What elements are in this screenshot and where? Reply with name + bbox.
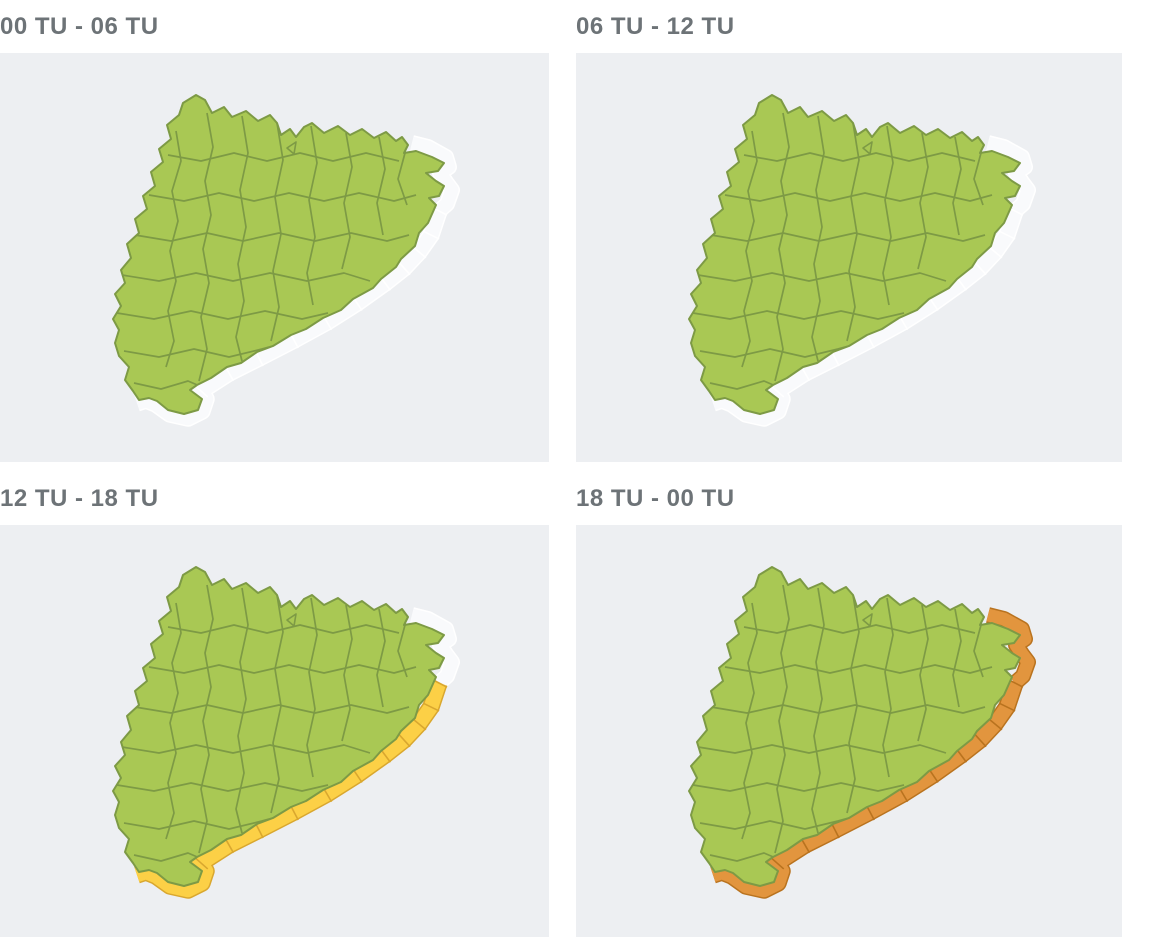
map-tile [576, 53, 1122, 462]
land-region [112, 94, 445, 415]
panel-00-06: 00 TU - 06 TU [0, 0, 549, 462]
panel-18-00: 18 TU - 00 TU [576, 462, 1122, 937]
land-region [112, 566, 445, 887]
catalonia-warning-map [112, 94, 460, 427]
comarca-borders [692, 584, 993, 862]
llivia-enclave [862, 613, 873, 627]
panel-12-18: 12 TU - 18 TU [0, 462, 549, 937]
comarca-borders [692, 112, 993, 390]
time-range-title: 12 TU - 18 TU [0, 485, 159, 512]
catalonia-warning-map [688, 566, 1036, 899]
map-tile [576, 525, 1122, 937]
llivia-enclave [862, 141, 873, 155]
map-tile [0, 525, 549, 937]
comarca-borders [116, 584, 417, 862]
time-range-title: 06 TU - 12 TU [576, 13, 735, 40]
llivia-enclave [286, 613, 297, 627]
land-region [688, 566, 1021, 887]
llivia-enclave [286, 141, 297, 155]
catalonia-warning-map [688, 94, 1036, 427]
comarca-borders [116, 112, 417, 390]
panel-06-12: 06 TU - 12 TU [576, 0, 1122, 462]
land-region [688, 94, 1021, 415]
time-range-title: 00 TU - 06 TU [0, 13, 159, 40]
time-range-title: 18 TU - 00 TU [576, 485, 735, 512]
map-tile [0, 53, 549, 462]
catalonia-warning-map [112, 566, 460, 899]
